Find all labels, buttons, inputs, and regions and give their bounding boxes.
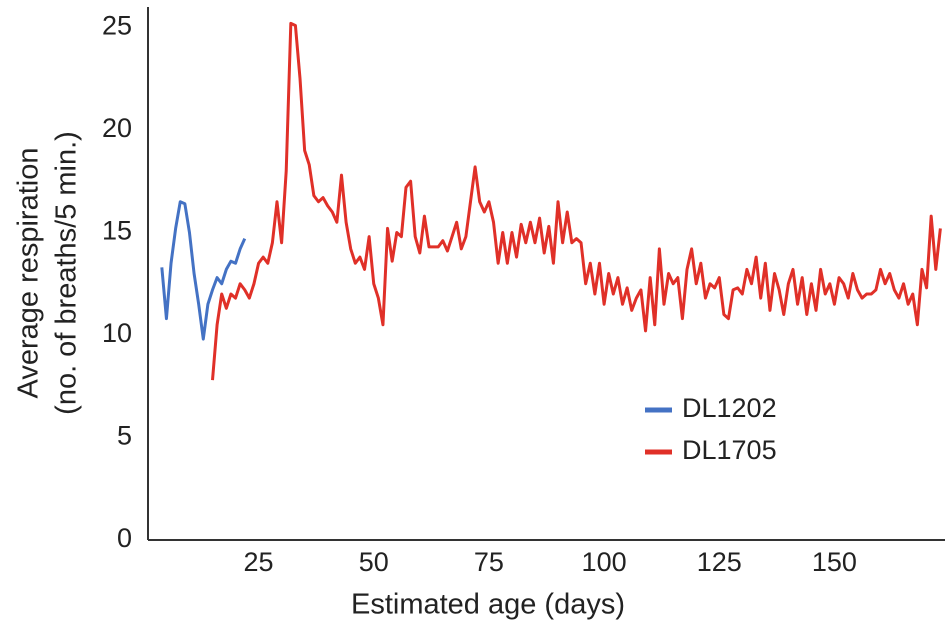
y-tick-label: 25 bbox=[102, 11, 132, 41]
x-tick-label: 75 bbox=[474, 547, 504, 577]
y-axis-label-line: (no. of breaths/5 min.) bbox=[51, 131, 83, 415]
x-axis-label: Estimated age (days) bbox=[351, 589, 625, 621]
series-line bbox=[160, 200, 247, 341]
y-axis-label: Average respiration (no. of breaths/5 mi… bbox=[13, 131, 83, 415]
y-tick-label: 20 bbox=[102, 113, 132, 143]
x-tick-label: 125 bbox=[697, 547, 742, 577]
y-tick-label: 5 bbox=[117, 421, 132, 451]
x-tick-label: 100 bbox=[582, 547, 627, 577]
series-line bbox=[211, 21, 942, 381]
x-tick-label: 25 bbox=[244, 547, 274, 577]
y-tick-label: 0 bbox=[117, 523, 132, 553]
y-axis-label-line: Average respiration bbox=[13, 148, 45, 399]
legend-text: DL1202 bbox=[682, 393, 777, 423]
y-tick-label: 10 bbox=[102, 318, 132, 348]
x-tick-label: 50 bbox=[359, 547, 389, 577]
legend-text: DL1705 bbox=[682, 435, 777, 465]
y-tick-label: 15 bbox=[102, 216, 132, 246]
x-tick-label: 150 bbox=[812, 547, 857, 577]
